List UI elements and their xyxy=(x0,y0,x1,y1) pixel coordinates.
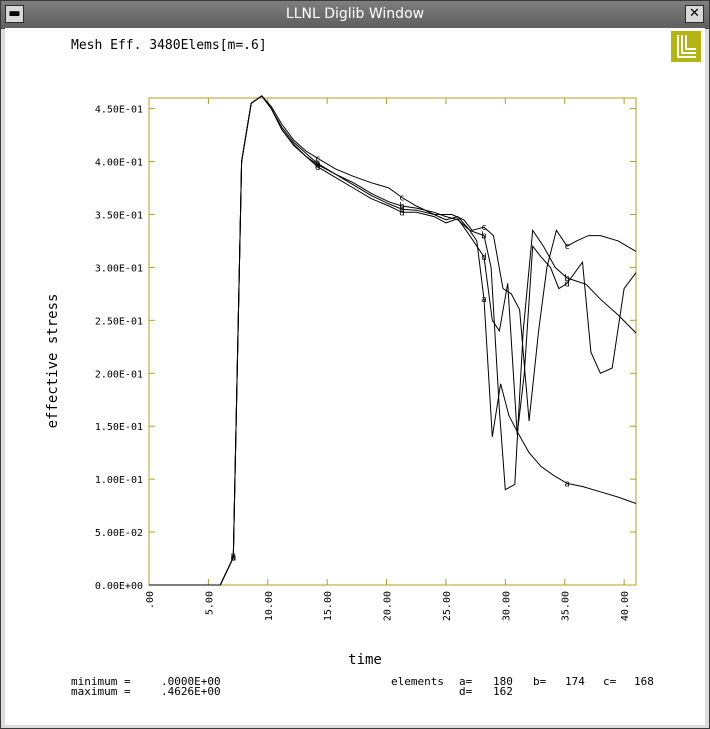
window-title: LLNL Diglib Window xyxy=(285,6,425,22)
window-menu-button[interactable]: ▬ xyxy=(5,5,24,23)
elements-label: elements xyxy=(391,675,444,688)
y-tick-label: 2.50E-01 xyxy=(95,316,143,327)
element-a-tag: a= xyxy=(459,675,473,688)
y-tick-label: 2.00E-01 xyxy=(95,369,143,380)
series-marker-b: b xyxy=(564,274,569,284)
plot-frame xyxy=(148,97,637,586)
series-marker-c: c xyxy=(315,154,320,164)
series-line-c xyxy=(149,95,637,586)
y-tick-label: 1.00E-01 xyxy=(95,475,143,486)
series-marker-b: b xyxy=(399,202,404,212)
series-marker-c: c xyxy=(399,194,404,204)
x-axis-label: time xyxy=(348,652,382,668)
series-marker-c: c xyxy=(564,242,569,252)
series-marker-d: d xyxy=(481,253,486,263)
logo-mark xyxy=(677,35,696,58)
series-marker-a: a xyxy=(481,295,486,305)
series-line-b xyxy=(149,95,637,586)
maximum-value: .4626E+00 xyxy=(161,685,221,698)
series-marker-b: b xyxy=(231,553,236,563)
y-tick-label: 4.50E-01 xyxy=(95,105,143,116)
series-marker-d: d xyxy=(399,208,404,218)
y-tick-label: 1.50E-01 xyxy=(95,422,143,433)
close-icon: ✕ xyxy=(689,6,700,21)
series-marker-c: c xyxy=(481,223,486,233)
chart-svg: Mesh Eff. 3480Elems[m=.6] effective stre… xyxy=(45,31,701,698)
minimum-label: minimum = xyxy=(71,675,131,688)
series-marker-b: b xyxy=(481,232,486,242)
series-marker-d: d xyxy=(315,163,320,173)
series-marker-d: d xyxy=(231,553,236,563)
plot-title: Mesh Eff. 3480Elems[m=.6] xyxy=(71,38,267,53)
series-marker-a: a xyxy=(564,479,569,489)
y-tick-label: 0.00E+00 xyxy=(95,581,143,592)
element-d-tag: d= xyxy=(459,685,473,698)
x-tick-label: .00 xyxy=(145,591,156,609)
x-tick-label: 20.00 xyxy=(383,591,394,621)
maximum-label: maximum = xyxy=(71,685,131,698)
series-marker-a: a xyxy=(399,205,404,215)
x-tick-label: 10.00 xyxy=(264,591,275,621)
close-button[interactable]: ✕ xyxy=(685,5,704,23)
x-tick-label: 30.00 xyxy=(501,591,512,621)
x-tick-label: 35.00 xyxy=(561,591,572,621)
series-line-a xyxy=(149,95,637,586)
series-marker-a: a xyxy=(231,553,236,563)
y-tick-label: 3.50E-01 xyxy=(95,210,143,221)
x-tick-label: 40.00 xyxy=(620,591,631,621)
element-a-value: 180 xyxy=(493,675,513,688)
title-bar[interactable]: ▬ LLNL Diglib Window ✕ xyxy=(1,1,709,29)
element-c-tag: c= xyxy=(603,675,617,688)
element-b-tag: b= xyxy=(533,675,547,688)
element-c-value: 168 xyxy=(634,675,654,688)
series-marker-b: b xyxy=(315,160,320,170)
element-b-value: 174 xyxy=(565,675,585,688)
y-tick-label: 4.00E-01 xyxy=(95,158,143,169)
minimum-value: .0000E+00 xyxy=(161,675,221,688)
y-tick-label: 5.00E-02 xyxy=(95,528,143,539)
x-tick-label: 15.00 xyxy=(323,591,334,621)
series-marker-a: a xyxy=(315,161,320,171)
element-d-value: 162 xyxy=(493,685,513,698)
x-tick-label: 25.00 xyxy=(442,591,453,621)
llnl-logo xyxy=(671,31,701,62)
series-marker-d: d xyxy=(564,279,569,289)
y-tick-label: 3.00E-01 xyxy=(95,263,143,274)
plot-canvas: Mesh Eff. 3480Elems[m=.6] effective stre… xyxy=(5,28,705,725)
x-tick-label: 5.00 xyxy=(204,591,215,615)
series-line-d xyxy=(149,95,637,586)
window-menu-icon: ▬ xyxy=(8,6,21,21)
y-axis-label: effective stress xyxy=(45,294,61,429)
